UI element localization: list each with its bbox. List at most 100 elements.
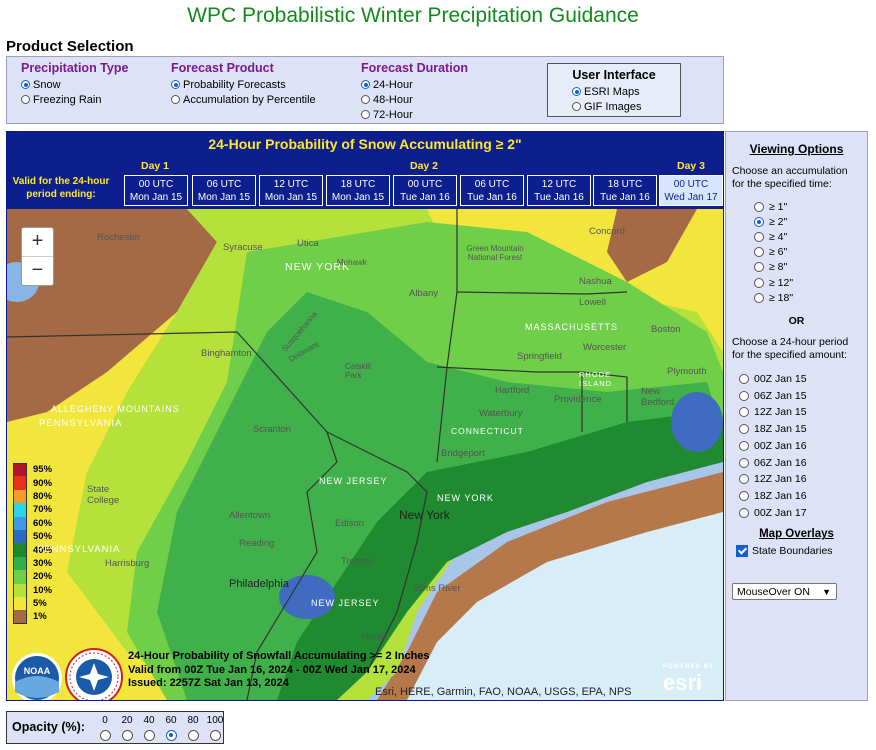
time-button[interactable]: 00 UTC Tue Jan 16 (393, 175, 457, 206)
place-label: Utica (297, 238, 319, 249)
radio-circle[interactable] (739, 457, 749, 468)
accumulation-radio[interactable]: ≥ 1" (726, 199, 867, 214)
period-radio[interactable]: 00Z Jan 16 (726, 438, 867, 455)
time-button[interactable]: 00 UTC Wed Jan 17 (659, 175, 723, 206)
time-button-date: Mon Jan 15 (197, 192, 251, 203)
place-label: NEW YORK (285, 261, 350, 273)
opacity-radio[interactable] (166, 730, 177, 741)
opacity-value-label: 20 (121, 715, 133, 726)
viewing-options-panel: Viewing Options Choose an accumulation f… (725, 131, 868, 701)
accumulation-radio[interactable]: ≥ 8" (726, 260, 867, 275)
radio-esri-maps[interactable]: ESRI Maps (548, 84, 680, 99)
period-radio[interactable]: 00Z Jan 17 (726, 505, 867, 522)
opacity-radio[interactable] (210, 730, 221, 741)
radio-circle[interactable] (171, 95, 180, 104)
radio-circle[interactable] (754, 247, 764, 258)
radio-circle[interactable] (739, 424, 749, 435)
state-boundaries-checkbox[interactable]: State Boundaries (726, 543, 867, 558)
place-label: Providence (554, 394, 602, 405)
radio-circle[interactable] (21, 80, 30, 89)
map-caption: 24-Hour Probability of Snowfall Accumula… (128, 650, 430, 691)
opacity-radio[interactable] (122, 730, 133, 741)
radio-circle[interactable] (739, 491, 749, 502)
radio-freezing-rain[interactable]: Freezing Rain (21, 92, 128, 107)
time-button[interactable]: 12 UTC Mon Jan 15 (259, 175, 323, 206)
period-radio[interactable]: 00Z Jan 15 (726, 370, 867, 387)
map-panel[interactable]: 24-Hour Probability of Snow Accumulating… (6, 131, 724, 701)
opacity-radio[interactable] (144, 730, 155, 741)
radio-circle[interactable] (21, 95, 30, 104)
time-button[interactable]: 06 UTC Mon Jan 15 (192, 175, 256, 206)
radio-circle[interactable] (754, 292, 764, 303)
radio-circle[interactable] (739, 440, 749, 451)
radio-circle[interactable] (171, 80, 180, 89)
legend-label: 1% (33, 611, 47, 623)
radio-accumulation-percentile[interactable]: Accumulation by Percentile (171, 92, 316, 107)
legend-swatch (13, 570, 27, 584)
opacity-radio[interactable] (188, 730, 199, 741)
mouseover-select[interactable]: MouseOver ON ▼ (732, 583, 837, 600)
zoom-in-button[interactable]: + (22, 228, 53, 257)
radio-72-hour[interactable]: 72-Hour (361, 107, 468, 122)
radio-probability-forecasts[interactable]: Probability Forecasts (171, 77, 316, 92)
probability-map[interactable] (7, 132, 723, 700)
accumulation-radio[interactable]: ≥ 2" (726, 214, 867, 229)
radio-gif-images[interactable]: GIF Images (548, 99, 680, 114)
period-radio[interactable]: 12Z Jan 15 (726, 404, 867, 421)
legend-item: 30% (13, 556, 52, 571)
legend-label: 95% (33, 464, 53, 476)
opacity-radio[interactable] (100, 730, 111, 741)
time-button-date: Tue Jan 16 (400, 192, 450, 203)
map-header: 24-Hour Probability of Snow Accumulating… (7, 132, 723, 209)
accumulation-radio[interactable]: ≥ 12" (726, 275, 867, 290)
radio-circle[interactable] (754, 201, 764, 212)
radio-circle[interactable] (572, 87, 581, 96)
radio-label: 72-Hour (373, 108, 413, 121)
legend-swatch (13, 596, 27, 611)
radio-circle[interactable] (739, 407, 749, 418)
radio-24-hour[interactable]: 24-Hour (361, 77, 468, 92)
radio-circle[interactable] (739, 508, 749, 519)
radio-circle[interactable] (361, 95, 370, 104)
legend-swatch (13, 463, 27, 477)
radio-circle[interactable] (739, 390, 749, 401)
period-radio[interactable]: 18Z Jan 16 (726, 488, 867, 505)
accumulation-radio[interactable]: ≥ 4" (726, 229, 867, 244)
radio-snow[interactable]: Snow (21, 77, 128, 92)
accumulation-radio[interactable]: ≥ 6" (726, 245, 867, 260)
legend-label: 90% (33, 477, 53, 489)
time-button[interactable]: 18 UTC Mon Jan 15 (326, 175, 390, 206)
time-button[interactable]: 00 UTC Mon Jan 15 (124, 175, 188, 206)
period-radio[interactable]: 12Z Jan 16 (726, 471, 867, 488)
radio-circle[interactable] (754, 277, 764, 288)
zoom-out-button[interactable]: − (31, 259, 44, 281)
time-button[interactable]: 12 UTC Tue Jan 16 (527, 175, 591, 206)
period-radio[interactable]: 18Z Jan 15 (726, 421, 867, 438)
place-label: MASSACHUSETTS (525, 322, 619, 332)
place-label: Trenton (341, 556, 374, 567)
radio-circle[interactable] (572, 102, 581, 111)
radio-circle[interactable] (754, 262, 764, 273)
radio-48-hour[interactable]: 48-Hour (361, 92, 468, 107)
legend-swatch (13, 529, 27, 544)
time-button[interactable]: 18 UTC Tue Jan 16 (593, 175, 657, 206)
radio-circle[interactable] (361, 110, 370, 119)
radio-circle[interactable] (754, 231, 764, 242)
forecast-duration-group: Forecast Duration 24-Hour 48-Hour 72-Hou… (361, 61, 468, 122)
page-title: WPC Probabilistic Winter Precipitation G… (187, 4, 639, 27)
map-attribution[interactable]: Esri, HERE, Garmin, FAO, NOAA, USGS, EPA… (375, 686, 632, 698)
period-radio[interactable]: 06Z Jan 15 (726, 387, 867, 404)
or-label: OR (788, 315, 805, 328)
period-radio[interactable]: 06Z Jan 16 (726, 454, 867, 471)
radio-circle[interactable] (361, 80, 370, 89)
radio-circle[interactable] (754, 216, 764, 227)
radio-circle[interactable] (739, 373, 749, 384)
radio-circle[interactable] (739, 474, 749, 485)
radio-label: ≥ 2" (769, 215, 788, 228)
time-button-utc: 18 UTC (340, 179, 376, 190)
time-button-utc: 12 UTC (541, 179, 577, 190)
place-label: Catskill Park (345, 362, 371, 380)
checkbox-box[interactable] (736, 545, 748, 558)
accumulation-radio[interactable]: ≥ 18" (726, 290, 867, 305)
time-button[interactable]: 06 UTC Tue Jan 16 (460, 175, 524, 206)
